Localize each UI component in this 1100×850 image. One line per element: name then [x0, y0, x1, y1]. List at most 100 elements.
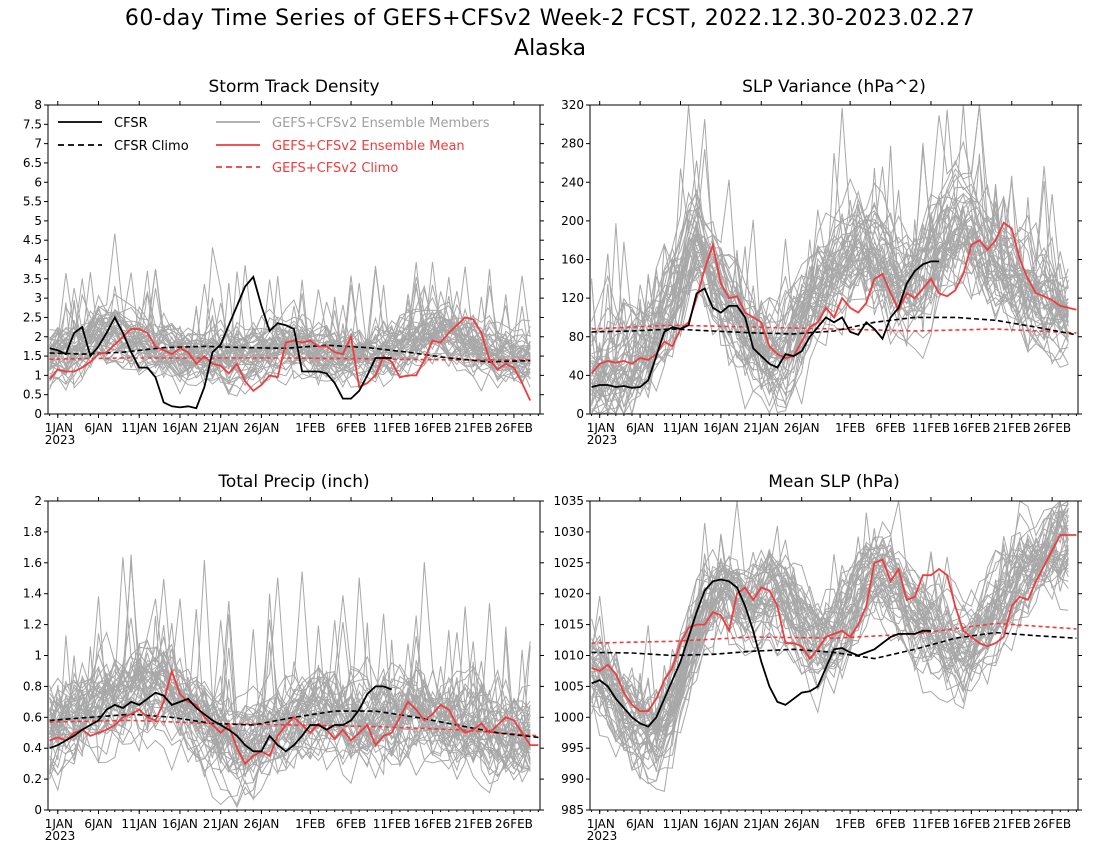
y-tick-label: 1.2 — [23, 618, 42, 632]
x-tick-label: 1FEB — [295, 817, 325, 831]
ensemble-member-line — [591, 209, 1069, 393]
x-tick-label: 26FEB — [495, 421, 533, 435]
y-tick-label: 0.8 — [23, 679, 42, 693]
x-tick-label: 6FEB — [336, 817, 366, 831]
y-tick-label: 5.5 — [23, 195, 42, 209]
x-tick-label: 11FEB — [373, 817, 411, 831]
y-tick-label: 80 — [569, 330, 584, 344]
legend-ens-climo-label: GEFS+CFSv2 Climo — [272, 161, 398, 176]
chart-panel-mslp: Mean SLP (hPa) 985 990 995 1000 1005 1010 1015 1… — [553, 472, 1082, 843]
ensemble-member-line — [591, 541, 1069, 753]
y-tick-label: 1.6 — [23, 556, 42, 570]
y-tick-label: 1015 — [553, 618, 584, 632]
x-tick-label: 16FEB — [952, 817, 990, 831]
y-tick-label: 1.8 — [23, 525, 42, 539]
x-tick-label: 16FEB — [413, 421, 451, 435]
ensemble-member-line — [49, 324, 531, 389]
x-tick-label: 11FEB — [373, 421, 411, 435]
ensemble-members — [49, 233, 531, 397]
x-tick-label: 6FEB — [336, 421, 366, 435]
ensemble-member-line — [49, 646, 531, 806]
ensemble-member-line — [49, 619, 531, 758]
series-line-obs — [591, 578, 931, 728]
x-tick-label: 26JAN — [784, 817, 820, 831]
ensemble-member-line — [591, 107, 1069, 338]
series-line-mean-climo — [591, 324, 1077, 334]
series-line-obs — [49, 275, 392, 410]
ensemble-members — [49, 554, 531, 809]
x-tick-label: 21JAN — [743, 817, 779, 831]
x-tick-label: 21JAN — [743, 421, 779, 435]
ensemble-member-line — [49, 284, 531, 385]
x-tick-label: 26JAN — [784, 421, 820, 435]
y-tick-label: 320 — [561, 98, 584, 112]
ensemble-member-line — [49, 577, 531, 745]
ensemble-member-line — [591, 507, 1069, 725]
y-tick-label: 1 — [34, 649, 42, 663]
y-tick-label: 200 — [561, 214, 584, 228]
ensemble-member-line — [49, 276, 531, 375]
y-tick-label: 0.2 — [23, 772, 42, 786]
y-tick-label: 2.5 — [23, 310, 42, 324]
y-tick-label: 8 — [34, 98, 42, 112]
chart-title: Storm Track Density — [208, 77, 379, 97]
legend-cfsr-climo-label: CFSR Climo — [114, 139, 189, 154]
ensemble-member-line — [49, 265, 531, 362]
x-tick-label: 11FEB — [912, 421, 950, 435]
x-tick-label: 26JAN — [244, 817, 280, 831]
ensemble-member-line — [49, 282, 531, 384]
x-tick-label: 6FEB — [875, 421, 905, 435]
series-line-mean-climo — [49, 719, 539, 737]
legend: CFSR CFSR Climo GEFS+CFSv2 Ensemble Member… — [58, 116, 490, 176]
x-tick-label: 11JAN — [663, 421, 699, 435]
ensemble-member-line — [49, 635, 531, 785]
ensemble-member-line — [591, 105, 1069, 353]
y-tick-label: 120 — [561, 291, 584, 305]
y-tick-label: 4.5 — [23, 233, 42, 247]
y-tick-label: 1025 — [553, 556, 584, 570]
x-tick-label: 1JAN — [45, 421, 73, 435]
x-year-label: 2023 — [45, 829, 76, 843]
series-line-mean-climo — [591, 622, 1077, 644]
y-tick-label: 3.5 — [23, 272, 42, 286]
x-tick-label: 1JAN — [587, 817, 615, 831]
y-tick-label: 1030 — [553, 525, 584, 539]
series-line-obs — [591, 260, 939, 389]
y-tick-label: 0 — [34, 407, 42, 421]
ensemble-member-line — [591, 514, 1069, 736]
y-tick-label: 5 — [34, 214, 42, 228]
y-tick-label: 6.5 — [23, 156, 42, 170]
ensemble-member-line — [591, 557, 1069, 792]
x-tick-label: 1FEB — [835, 421, 865, 435]
y-tick-label: 0 — [576, 407, 584, 421]
y-tick-label: 7 — [34, 137, 42, 151]
ensemble-member-line — [49, 287, 531, 383]
y-tick-label: 1.5 — [23, 349, 42, 363]
y-tick-label: 0.5 — [23, 388, 42, 402]
x-tick-label: 21FEB — [993, 817, 1031, 831]
ensemble-member-line — [49, 286, 531, 366]
series-line-mean — [591, 534, 1077, 712]
ensemble-member-line — [49, 593, 531, 774]
y-tick-label: 2 — [34, 494, 42, 508]
y-tick-label: 7.5 — [23, 117, 42, 131]
y-tick-label: 995 — [561, 741, 584, 755]
x-tick-label: 21FEB — [454, 421, 492, 435]
x-tick-label: 21JAN — [203, 421, 239, 435]
chart-title: Total Precip (inch) — [217, 472, 369, 492]
series-line-mean-climo — [49, 357, 531, 361]
ensemble-member-line — [591, 181, 1069, 401]
ensemble-members — [591, 105, 1069, 414]
ensemble-member-line — [49, 299, 531, 383]
series-line-mean — [590, 221, 1077, 374]
ensemble-member-line — [591, 508, 1069, 739]
y-tick-label: 1005 — [553, 679, 584, 693]
ensemble-member-line — [49, 571, 531, 752]
legend-cfsr-label: CFSR — [114, 116, 148, 131]
ensemble-member-line — [591, 153, 1069, 382]
x-tick-label: 11JAN — [121, 421, 157, 435]
legend-ens-mean-label: GEFS+CFSv2 Ensemble Mean — [272, 139, 465, 154]
series-line-mean — [48, 316, 532, 401]
y-tick-label: 1 — [34, 368, 42, 382]
y-tick-label: 6 — [34, 175, 42, 189]
